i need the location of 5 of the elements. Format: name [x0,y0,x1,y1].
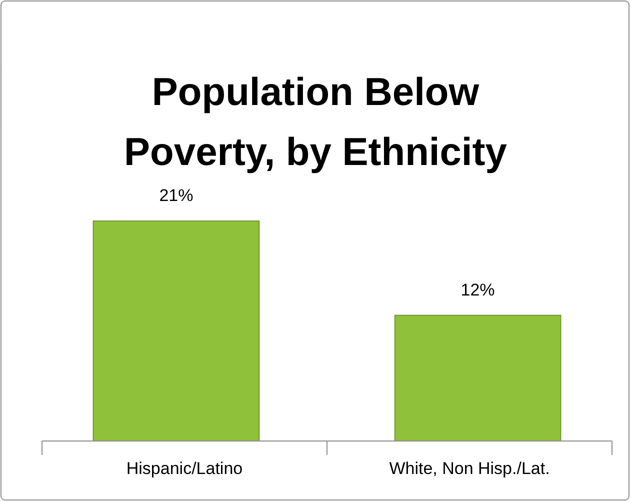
x-tick-label: White, Non Hisp./Lat. [389,459,550,478]
data-label: 21% [159,186,194,205]
data-label: 12% [460,280,495,300]
chart-title: Population Below Poverty, by Ethnicity [124,71,508,174]
x-tick-label: Hispanic/Latino [126,459,243,478]
